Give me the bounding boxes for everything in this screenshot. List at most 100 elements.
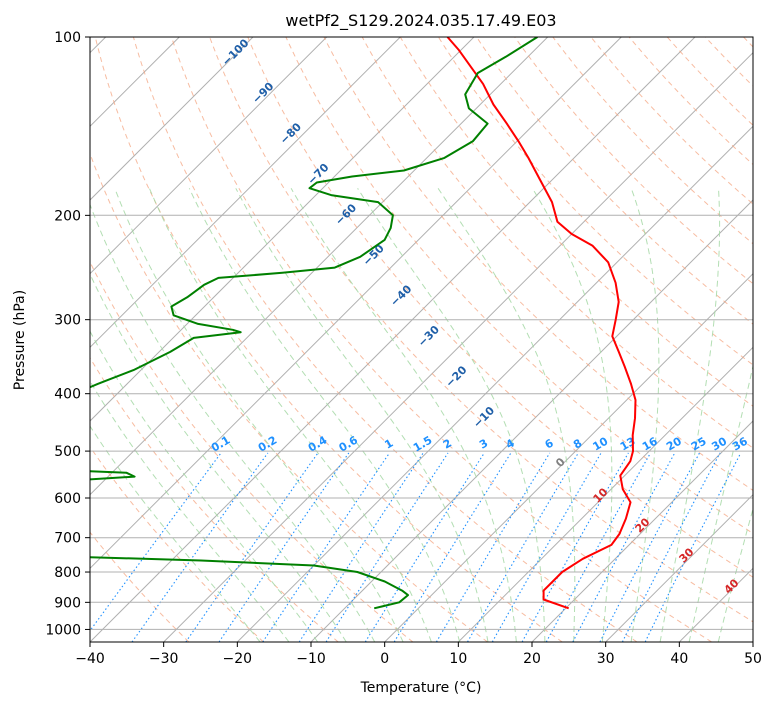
mixing-ratio-line bbox=[90, 452, 222, 632]
moist-adiabat-line bbox=[290, 188, 517, 642]
isotherm-line bbox=[457, 346, 753, 642]
moist-adiabat-line bbox=[90, 203, 376, 642]
dry-adiabat-line bbox=[132, 37, 638, 642]
mixing-ratio-line bbox=[435, 452, 551, 642]
isotherm-line bbox=[90, 37, 254, 201]
y-axis: 100 200 300 400 500 600 700 800 900 1000 bbox=[45, 30, 90, 638]
plot-frame bbox=[89, 36, 754, 643]
x-tick-label: −30 bbox=[149, 651, 179, 667]
y-axis-title: Pressure (hPa) bbox=[12, 290, 28, 390]
mixing-ratio-line bbox=[572, 452, 676, 642]
dewpoint_mid-line bbox=[90, 470, 136, 481]
dry-adiabat-line bbox=[743, 37, 753, 48]
mixing-ratio-line bbox=[521, 452, 629, 642]
y-tick-label: 100 bbox=[54, 30, 81, 46]
moist-adiabat-line bbox=[630, 188, 660, 642]
isotherm-line bbox=[90, 37, 328, 275]
x-tick-label: 10 bbox=[449, 651, 467, 667]
dry-adiabat-line bbox=[90, 446, 264, 642]
dry-adiabat-label: −20 bbox=[443, 363, 470, 390]
dry-adiabat-line bbox=[90, 260, 414, 642]
moist-adiabat-line bbox=[148, 188, 432, 642]
dry-adiabat-line bbox=[90, 531, 190, 642]
x-tick-label: 40 bbox=[670, 651, 688, 667]
moist-adiabat-line bbox=[90, 272, 347, 642]
mixing-ratio-line bbox=[325, 452, 449, 642]
dry-adiabat-label: −100 bbox=[220, 36, 252, 68]
x-tick-label: −40 bbox=[75, 651, 105, 667]
mixing-ratio-line bbox=[262, 452, 390, 642]
moist-adiabat-line bbox=[357, 188, 546, 642]
isotherm-line bbox=[90, 37, 622, 570]
x-tick-label: −20 bbox=[223, 651, 253, 667]
dry-adiabat-label: −40 bbox=[388, 282, 415, 309]
moist-adiabat-line bbox=[90, 380, 290, 642]
isotherm-line bbox=[678, 567, 753, 642]
mixing-ratio-line bbox=[393, 452, 512, 642]
x-axis-title: Temperature (°C) bbox=[360, 680, 482, 696]
mixing-ratio-line bbox=[364, 452, 485, 642]
mixing-ratio-line bbox=[545, 452, 652, 642]
x-tick-label: 50 bbox=[744, 651, 762, 667]
x-tick-label: 0 bbox=[380, 651, 389, 667]
dewpoint_upper-line bbox=[90, 37, 538, 389]
chart-title: wetPf2_S129.2024.035.17.49.E03 bbox=[285, 11, 556, 31]
isotherm-line bbox=[605, 493, 753, 642]
dry-adiabat-line bbox=[476, 37, 753, 325]
dry-adiabat-line bbox=[437, 37, 753, 366]
dry-adiabat-line bbox=[323, 37, 753, 491]
mixing-ratio-line bbox=[298, 452, 424, 642]
y-tick-label: 500 bbox=[54, 444, 81, 460]
y-tick-label: 300 bbox=[54, 313, 81, 329]
isotherm-line bbox=[752, 641, 753, 642]
dry-adiabat-line bbox=[247, 37, 753, 578]
dry-adiabat-line bbox=[171, 37, 712, 642]
moist-adiabat-line bbox=[90, 425, 261, 642]
profile-series bbox=[90, 37, 637, 610]
dry-adiabat-label: −30 bbox=[415, 323, 442, 350]
moist-adiabat-line bbox=[235, 188, 489, 642]
isotherm-line bbox=[90, 37, 401, 349]
moist-adiabat-label: 10 bbox=[591, 485, 611, 505]
x-tick-label: 30 bbox=[597, 651, 615, 667]
background-line-labels: 0.1 0.2 0.4 0.6 1 1.5 2 3 4 6 8 10 13 16 20 25 30 36−100−… bbox=[209, 36, 750, 597]
y-tick-label: 600 bbox=[54, 491, 81, 507]
mixing-ratio-line bbox=[131, 452, 269, 642]
dewpoint-line bbox=[90, 556, 409, 610]
y-tick-label: 1000 bbox=[45, 622, 81, 638]
dry-adiabat-line bbox=[399, 37, 753, 407]
dry-adiabat-line bbox=[285, 37, 753, 535]
dry-adiabat-label: −90 bbox=[250, 80, 277, 107]
y-tick-label: 400 bbox=[54, 387, 81, 403]
moist-adiabat-line bbox=[90, 330, 319, 642]
mixing-ratio-line bbox=[218, 452, 350, 642]
moist-adiabat-line bbox=[659, 188, 721, 642]
mixing-ratio-line bbox=[644, 452, 742, 642]
y-tick-label: 800 bbox=[54, 565, 81, 581]
isotherm-line bbox=[384, 272, 753, 642]
dry-adiabat-label: −60 bbox=[333, 201, 360, 228]
moist-adiabat-line bbox=[688, 364, 753, 642]
y-tick-label: 700 bbox=[54, 531, 81, 547]
isotherm-line bbox=[310, 199, 753, 642]
mixing-ratio-label: 2 bbox=[441, 437, 454, 452]
mixing-ratio-line bbox=[491, 452, 602, 642]
dry-adiabat-line bbox=[90, 356, 339, 642]
background-lines bbox=[90, 37, 753, 642]
moist-adiabat-label: 30 bbox=[677, 545, 697, 565]
temperature-line bbox=[446, 37, 637, 610]
isotherm-line bbox=[236, 125, 753, 642]
mixing-ratio-line bbox=[621, 452, 721, 642]
moist-adiabat-label: 40 bbox=[722, 576, 742, 596]
moist-adiabat-label: 20 bbox=[633, 515, 653, 535]
y-tick-label: 200 bbox=[54, 208, 81, 224]
isotherm-line bbox=[90, 37, 549, 496]
dry-adiabat-line bbox=[94, 37, 563, 642]
moist-adiabat-line bbox=[188, 188, 461, 642]
dry-adiabat-line bbox=[209, 37, 753, 623]
mixing-ratio-line bbox=[185, 452, 319, 642]
x-tick-label: 20 bbox=[523, 651, 541, 667]
isotherm-line bbox=[531, 420, 753, 642]
mixing-ratio-label: 6 bbox=[543, 436, 556, 451]
